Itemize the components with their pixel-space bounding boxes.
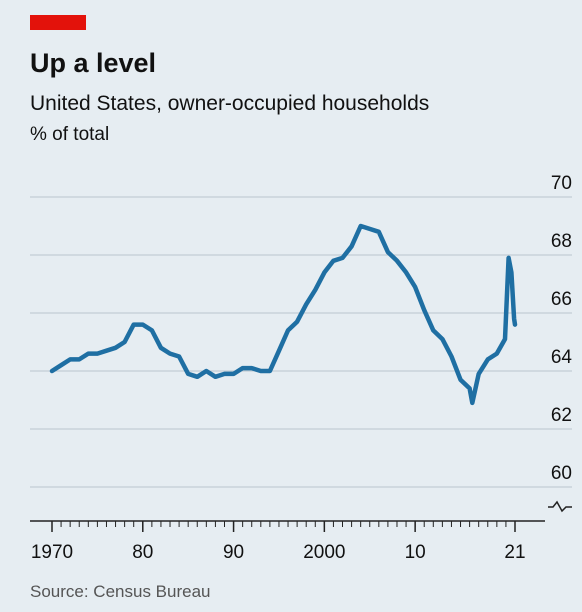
chart-title: Up a level <box>30 48 156 78</box>
x-tick-label: 1970 <box>31 542 73 563</box>
y-tick-label: 60 <box>551 463 572 484</box>
source: Source: Census Bureau <box>30 582 211 601</box>
x-tick-label: 21 <box>504 542 525 563</box>
x-tick-label: 90 <box>223 542 244 563</box>
data-line <box>49 223 518 406</box>
plot-area: 60 62 64 66 68 70 1970 80 90 2000 10 21 <box>30 173 572 563</box>
y-tick-label: 70 <box>551 173 572 194</box>
y-tick-label: 66 <box>551 289 572 310</box>
unit-label: % of total <box>30 124 109 145</box>
y-tick-label: 68 <box>551 231 572 252</box>
chart-subtitle: United States, owner-occupied households <box>30 92 429 115</box>
x-tick-label: 2000 <box>303 542 345 563</box>
x-tick-label: 80 <box>132 542 153 563</box>
brand-bar <box>30 15 86 30</box>
axis-break <box>548 500 572 513</box>
y-tick-label: 62 <box>551 405 572 426</box>
y-tick-label: 64 <box>551 347 573 368</box>
x-tick-label: 10 <box>405 542 426 563</box>
